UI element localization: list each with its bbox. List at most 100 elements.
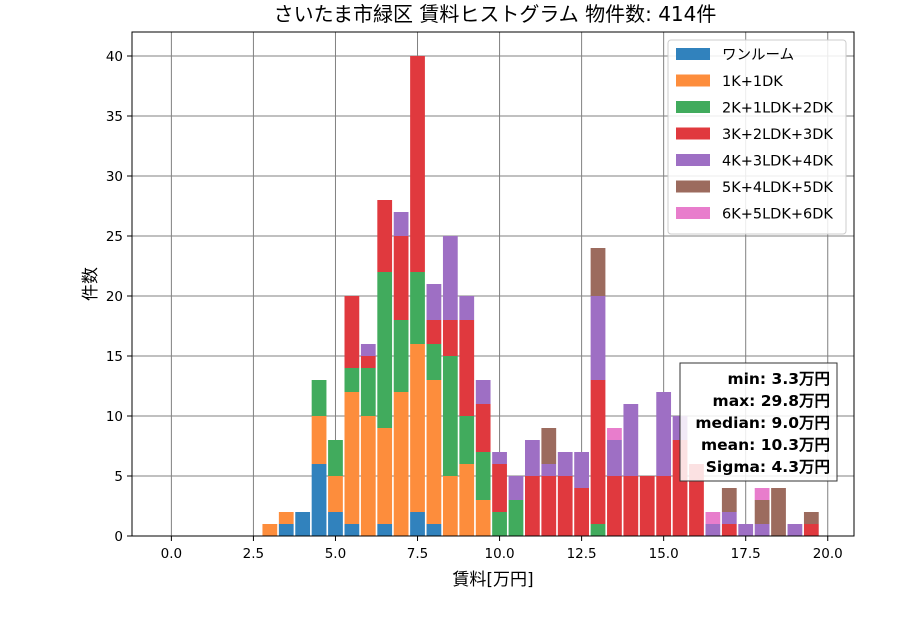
- bar-segment-s5-b31: [771, 488, 786, 536]
- y-tick-label: 25: [106, 229, 123, 245]
- bar-segment-s2-b8: [393, 320, 409, 392]
- bar-segment-s2-b9: [410, 272, 425, 344]
- legend-entry-1: 1K+1DK: [722, 74, 783, 90]
- y-tick-label: 0: [114, 529, 123, 545]
- bar-segment-s0-b10: [426, 524, 442, 536]
- bar-segment-s3-b22: [623, 476, 639, 536]
- x-tick-label: 5.0: [325, 546, 346, 562]
- bar-segment-s2-b3: [311, 380, 327, 416]
- x-tick-label: 15.0: [649, 546, 679, 562]
- bar-segment-s3-b16: [524, 476, 540, 536]
- bar-segment-s0-b9: [410, 512, 425, 536]
- bar-segment-s0-b2: [295, 512, 311, 536]
- bar-segment-s4-b8: [393, 212, 409, 236]
- y-tick-label: 10: [106, 409, 123, 425]
- bar-segment-s4-b16: [524, 440, 540, 476]
- bar-segment-s0-b3: [311, 464, 327, 536]
- chart-title: さいたま市緑区 賃料ヒストグラム 物件数: 414件: [274, 2, 717, 26]
- y-tick-label: 30: [106, 169, 123, 185]
- bar-segment-s2-b6: [360, 368, 376, 416]
- bar-segment-s6-b27: [705, 512, 721, 524]
- bar-segment-s2-b4: [328, 440, 343, 476]
- bar-segment-s4-b15: [508, 476, 524, 500]
- x-tick-label: 7.5: [407, 546, 428, 562]
- x-tick-label: 2.5: [243, 546, 264, 562]
- bar-segment-s3-b20: [590, 380, 606, 524]
- bar-segment-s3-b26: [689, 464, 704, 536]
- bar-segment-s2-b20: [590, 524, 606, 536]
- legend-entry-3: 3K+2LDK+3DK: [722, 127, 833, 143]
- x-axis-label: 賃料[万円]: [452, 570, 533, 590]
- legend-entry-6: 6K+5LDK+6DK: [722, 207, 833, 223]
- bar-segment-s3-b7: [377, 200, 393, 272]
- bar-segment-s4-b6: [360, 344, 376, 356]
- bar-segment-s3-b13: [475, 404, 491, 452]
- bar-segment-s3-b19: [574, 488, 589, 536]
- bar-segment-s4-b19: [574, 452, 589, 488]
- bar-segment-s0-b7: [377, 524, 393, 536]
- x-tick-label: 10.0: [485, 546, 515, 562]
- legend-swatch-5: [676, 180, 710, 193]
- bar-segment-s1-b6: [360, 416, 376, 536]
- bar-segment-s1-b7: [377, 428, 393, 524]
- bar-segment-s2-b11: [442, 356, 458, 476]
- legend-swatch-0: [676, 48, 710, 60]
- bar-segment-s3-b18: [557, 476, 573, 536]
- bar-segment-s5-b33: [803, 512, 819, 524]
- bar-segment-s4-b18: [557, 452, 573, 476]
- bar-segment-s4-b13: [475, 380, 491, 404]
- grid-lines: [132, 32, 854, 537]
- bar-segment-s0-b1: [278, 524, 294, 536]
- bar-segment-s4-b22: [623, 404, 639, 476]
- bar-segment-s2-b5: [344, 368, 360, 392]
- bar-segment-s4-b30: [754, 524, 770, 536]
- bar-segment-s3-b21: [607, 476, 622, 536]
- x-axis-ticks: 0.0 2.5 5.0 7.5 10.0 12.5 15.0 17.5 20.0: [161, 536, 843, 562]
- bar-segment-s1-b3: [311, 416, 327, 464]
- bar-segment-s4-b27: [705, 524, 721, 536]
- bar-segment-s5-b30: [754, 500, 770, 524]
- bar-segment-s3-b8: [393, 236, 409, 320]
- bar-segment-s4-b17: [541, 464, 557, 476]
- bar-segment-s1-b1: [278, 512, 294, 524]
- bar-segment-s4-b14: [492, 452, 507, 464]
- legend-entry-4: 4K+3LDK+4DK: [722, 154, 833, 170]
- bar-segment-s3-b6: [360, 356, 376, 368]
- y-tick-label: 35: [106, 109, 123, 125]
- stats-mean: mean: 10.3万円: [701, 436, 830, 454]
- legend-entry-2: 2K+1LDK+2DK: [722, 101, 833, 117]
- bar-segment-s1-b9: [410, 344, 425, 512]
- bar-segment-s0-b5: [344, 524, 360, 536]
- bar-segment-s4-b28: [721, 512, 737, 524]
- bar-segment-s5-b28: [721, 488, 737, 512]
- legend-swatch-6: [676, 207, 710, 219]
- bar-segment-s2-b14: [492, 512, 507, 536]
- bar-segment-s3-b9: [410, 56, 425, 272]
- stats-frame: [679, 362, 838, 482]
- bar-segment-s1-b5: [344, 392, 360, 524]
- bar-segment-s0-b4: [328, 512, 343, 536]
- bar-segment-s6-b30: [754, 488, 770, 500]
- bar-segment-s3-b5: [344, 296, 360, 368]
- bar-segment-s5-b17: [541, 428, 557, 464]
- bar-segment-s4-b12: [459, 296, 475, 320]
- y-tick-label: 5: [114, 469, 123, 485]
- bar-segment-s1-b4: [328, 476, 343, 512]
- legend: ワンルーム 1K+1DK 2K+1LDK+2DK 3K+2LDK+3DK 4K+3LDK…: [667, 39, 847, 235]
- x-tick-label: 0.0: [161, 546, 182, 562]
- legend-entry-5: 5K+4LDK+5DK: [722, 180, 833, 196]
- legend-swatch-3: [676, 127, 710, 140]
- bar-segment-s2-b7: [377, 272, 393, 428]
- stats-min: min: 3.3万円: [727, 370, 830, 388]
- bar-segment-s3-b10: [426, 320, 442, 344]
- bar-segment-s3-b12: [459, 320, 475, 416]
- bar-segment-s2-b13: [475, 452, 491, 500]
- bar-segment-s5-b20: [590, 248, 606, 296]
- bar-segment-s4-b11: [442, 236, 458, 320]
- bar-segment-s3-b14: [492, 464, 507, 512]
- stats-max: max: 29.8万円: [713, 392, 830, 410]
- stats-box: min: 3.3万円 max: 29.8万円 median: 9.0万円 mea…: [679, 362, 838, 482]
- bar-segment-s2-b10: [426, 344, 442, 380]
- bar-segment-s3-b23: [639, 476, 655, 536]
